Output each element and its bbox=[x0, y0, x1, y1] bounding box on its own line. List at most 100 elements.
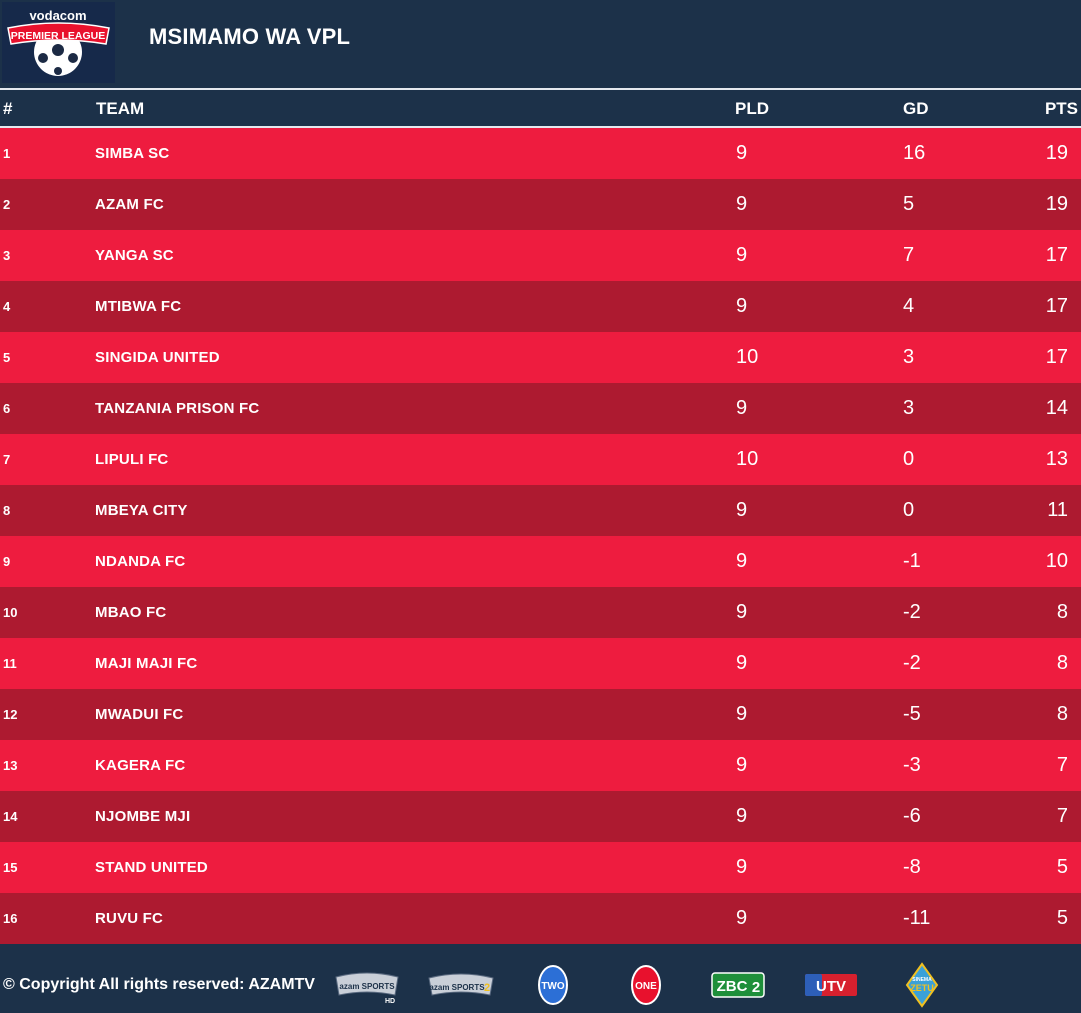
position-cell: 12 bbox=[3, 707, 18, 722]
points-cell: 19 bbox=[1045, 193, 1068, 215]
col-pld-header: PLD bbox=[735, 99, 769, 118]
position-cell: 5 bbox=[3, 350, 11, 365]
position-cell: 3 bbox=[3, 248, 11, 263]
goal-difference-cell: 4 bbox=[903, 295, 915, 317]
points-cell: 10 bbox=[1045, 550, 1068, 572]
goal-difference-cell: 3 bbox=[903, 346, 915, 368]
team-name-cell: SIMBA SC bbox=[95, 145, 170, 162]
table-row[interactable]: 15 STAND UNITED 9 -8 5 bbox=[0, 842, 1081, 893]
points-cell: 19 bbox=[1045, 142, 1068, 164]
played-cell: 9 bbox=[736, 805, 748, 827]
played-cell: 9 bbox=[736, 754, 748, 776]
col-pts-header: PTS bbox=[1044, 99, 1078, 118]
points-cell: 8 bbox=[1056, 703, 1068, 725]
svg-text:ZETU: ZETU bbox=[910, 983, 934, 993]
position-cell: 10 bbox=[3, 605, 18, 620]
played-cell: 9 bbox=[736, 856, 748, 878]
position-cell: 6 bbox=[3, 401, 11, 416]
team-name-cell: SINGIDA UNITED bbox=[95, 349, 220, 366]
points-cell: 8 bbox=[1056, 601, 1068, 623]
table-row[interactable]: 12 MWADUI FC 9 -5 8 bbox=[0, 689, 1081, 740]
position-cell: 15 bbox=[3, 860, 18, 875]
vodacom-premier-league-logo[interactable]: vodacom PREMIER LEAGUE bbox=[2, 2, 115, 83]
played-cell: 9 bbox=[736, 142, 748, 164]
team-name-cell: STAND UNITED bbox=[95, 859, 208, 876]
col-team-header: TEAM bbox=[96, 99, 145, 118]
copyright-text: © Copyright All rights reserved: AZAMTV bbox=[3, 976, 315, 993]
table-row[interactable]: 4 MTIBWA FC 9 4 17 bbox=[0, 281, 1081, 332]
azam-one-logo[interactable]: ONE bbox=[627, 962, 665, 1008]
goal-difference-cell: -2 bbox=[903, 601, 921, 623]
team-name-cell: LIPULI FC bbox=[95, 451, 169, 468]
played-cell: 10 bbox=[736, 448, 759, 470]
position-cell: 7 bbox=[3, 452, 11, 467]
goal-difference-cell: -8 bbox=[903, 856, 921, 878]
team-name-cell: NDANDA FC bbox=[95, 553, 186, 570]
position-cell: 14 bbox=[3, 809, 18, 824]
table-row[interactable]: 11 MAJI MAJI FC 9 -2 8 bbox=[0, 638, 1081, 689]
played-cell: 9 bbox=[736, 193, 748, 215]
table-row[interactable]: 3 YANGA SC 9 7 17 bbox=[0, 230, 1081, 281]
points-cell: 17 bbox=[1045, 295, 1068, 317]
position-cell: 16 bbox=[3, 911, 18, 926]
azam-sports-hd-logo[interactable]: azam SPORTS HD bbox=[332, 962, 402, 1008]
goal-difference-cell: 3 bbox=[903, 397, 915, 419]
svg-text:ONE: ONE bbox=[635, 981, 657, 992]
team-name-cell: MTIBWA FC bbox=[95, 298, 182, 315]
page-title: MSIMAMO WA VPL bbox=[149, 24, 351, 49]
goal-difference-cell: 7 bbox=[903, 244, 915, 266]
goal-difference-cell: 0 bbox=[903, 499, 915, 521]
utv-logo[interactable]: UTV bbox=[803, 962, 859, 1008]
played-cell: 9 bbox=[736, 295, 748, 317]
table-row[interactable]: 2 AZAM FC 9 5 19 bbox=[0, 179, 1081, 230]
azam-two-logo[interactable]: TWO bbox=[534, 962, 572, 1008]
position-cell: 8 bbox=[3, 503, 11, 518]
goal-difference-cell: 16 bbox=[903, 142, 926, 164]
svg-text:UTV: UTV bbox=[816, 978, 846, 995]
football-icon: vodacom PREMIER LEAGUE bbox=[2, 2, 115, 83]
team-name-cell: NJOMBE MJI bbox=[95, 808, 191, 825]
table-row[interactable]: 5 SINGIDA UNITED 10 3 17 bbox=[0, 332, 1081, 383]
goal-difference-cell: 5 bbox=[903, 193, 915, 215]
team-name-cell: RUVU FC bbox=[95, 910, 164, 927]
col-gd-header: GD bbox=[903, 99, 929, 118]
table-row[interactable]: 6 TANZANIA PRISON FC 9 3 14 bbox=[0, 383, 1081, 434]
played-cell: 9 bbox=[736, 244, 748, 266]
goal-difference-cell: -6 bbox=[903, 805, 921, 827]
table-row[interactable]: 7 LIPULI FC 10 0 13 bbox=[0, 434, 1081, 485]
goal-difference-cell: 0 bbox=[903, 448, 915, 470]
team-name-cell: MBAO FC bbox=[95, 604, 167, 621]
col-pos-header: # bbox=[3, 99, 13, 118]
goal-difference-cell: -3 bbox=[903, 754, 921, 776]
table-row[interactable]: 1 SIMBA SC 9 16 19 bbox=[0, 128, 1081, 179]
played-cell: 9 bbox=[736, 397, 748, 419]
table-row[interactable]: 10 MBAO FC 9 -2 8 bbox=[0, 587, 1081, 638]
table-row[interactable]: 14 NJOMBE MJI 9 -6 7 bbox=[0, 791, 1081, 842]
points-cell: 17 bbox=[1045, 346, 1068, 368]
sinema-zetu-logo[interactable]: SINEMA ZETU bbox=[903, 962, 941, 1008]
position-cell: 2 bbox=[3, 197, 11, 212]
points-cell: 8 bbox=[1056, 652, 1068, 674]
table-row[interactable]: 16 RUVU FC 9 -11 5 bbox=[0, 893, 1081, 944]
goal-difference-cell: -2 bbox=[903, 652, 921, 674]
svg-text:HD: HD bbox=[385, 998, 395, 1005]
svg-text:PREMIER LEAGUE: PREMIER LEAGUE bbox=[11, 30, 106, 42]
team-name-cell: MAJI MAJI FC bbox=[95, 655, 198, 672]
points-cell: 11 bbox=[1047, 499, 1068, 521]
goal-difference-cell: -11 bbox=[903, 907, 931, 929]
team-name-cell: MBEYA CITY bbox=[95, 502, 188, 519]
table-row[interactable]: 13 KAGERA FC 9 -3 7 bbox=[0, 740, 1081, 791]
svg-text:2: 2 bbox=[484, 982, 490, 994]
azam-sports-2-logo[interactable]: azam SPORTS 2 bbox=[425, 962, 497, 1008]
table-header: # TEAM PLD GD PTS bbox=[0, 88, 1081, 128]
played-cell: 10 bbox=[736, 346, 759, 368]
table-row[interactable]: 9 NDANDA FC 9 -1 10 bbox=[0, 536, 1081, 587]
goal-difference-cell: -1 bbox=[903, 550, 921, 572]
standings-table: 1 SIMBA SC 9 16 19 2 AZAM FC 9 5 19 3 YANGA SC 9 7 17 4… bbox=[0, 128, 1081, 944]
points-cell: 17 bbox=[1045, 244, 1068, 266]
table-row[interactable]: 8 MBEYA CITY 9 0 11 bbox=[0, 485, 1081, 536]
played-cell: 9 bbox=[736, 499, 748, 521]
zbc2-logo[interactable]: ZBC 2 bbox=[710, 962, 766, 1008]
team-name-cell: KAGERA FC bbox=[95, 757, 186, 774]
header: vodacom PREMIER LEAGUE MSIMAMO WA VPL bbox=[0, 0, 1081, 88]
